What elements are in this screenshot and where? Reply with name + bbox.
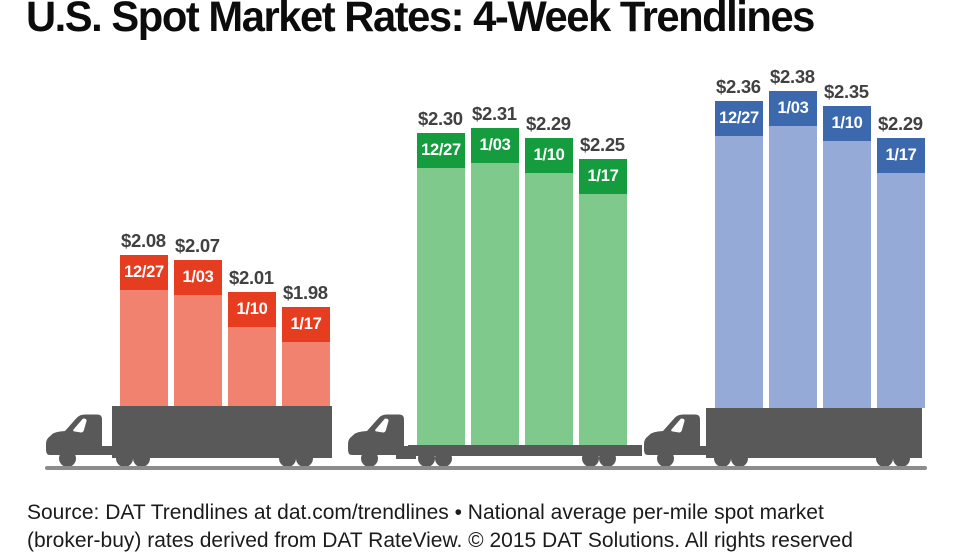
rate-bar: 1/03 [471,128,519,445]
rate-bar: 12/27 [417,133,465,445]
bar-value-label: $2.38 [770,66,815,87]
bar-value-label: $2.25 [580,134,625,155]
truck-wheel-icon [730,450,748,467]
source-note: Source: DAT Trendlines at dat.com/trendl… [27,499,853,552]
truck-wheel-icon [278,450,296,467]
box-trailer-icon [706,408,922,458]
bar-value-label: $2.08 [121,230,166,251]
truck-wheel-icon [434,450,452,467]
rate-bar: 12/27 [120,255,168,406]
bar-date-label: 1/17 [877,138,925,173]
bar-value-label: $2.29 [526,113,571,134]
rate-bar: 12/27 [715,101,763,408]
truck-wheel-icon [360,450,378,467]
rate-bar: 1/10 [228,292,276,406]
source-note-line-1: Source: DAT Trendlines at dat.com/trendl… [27,501,824,524]
flatbed-gooseneck [396,450,416,459]
bar-value-label: $2.36 [716,76,761,97]
bar-value-label: $1.98 [283,282,328,303]
source-note-line-2: (broker-buy) rates derived from DAT Rate… [27,529,853,552]
truck-wheel-icon [115,450,133,467]
chart-title: U.S. Spot Market Rates: 4-Week Trendline… [26,0,815,41]
truck-wheel-icon [417,450,435,467]
bar-date-label: 1/10 [228,292,276,327]
rate-bar: 1/03 [174,260,222,406]
bar-date-label: 12/27 [715,101,763,136]
rate-bar: 1/17 [282,307,330,406]
rate-bar: 1/03 [769,91,817,408]
bar-date-label: 12/27 [120,255,168,290]
truck-wheel-icon [656,450,674,467]
truck-wheel-icon [598,450,616,467]
bar-value-label: $2.29 [878,113,923,134]
rate-bar: 1/10 [823,106,871,408]
bar-date-label: 1/17 [282,307,330,342]
truck-wheel-icon [581,450,599,467]
truck-wheel-icon [132,450,150,467]
bar-value-label: $2.07 [175,235,220,256]
truck-wheel-icon [875,450,893,467]
bar-date-label: 12/27 [417,133,465,168]
truck-wheel-icon [713,450,731,467]
truck-wheel-icon [892,450,910,467]
bar-value-label: $2.01 [229,267,274,288]
bar-date-label: 1/17 [579,159,627,194]
rate-bar: 1/17 [579,159,627,445]
bar-date-label: 1/10 [525,138,573,173]
bar-date-label: 1/03 [769,91,817,126]
rate-bar: 1/17 [877,138,925,408]
bar-date-label: 1/10 [823,106,871,141]
rate-bar: 1/10 [525,138,573,445]
flatbed-trailer-icon [408,445,642,456]
box-trailer-icon [112,406,332,458]
bar-value-label: $2.31 [472,103,517,124]
truck-wheel-icon [58,450,76,467]
bar-date-label: 1/03 [174,260,222,295]
bar-value-label: $2.30 [418,108,463,129]
bar-date-label: 1/03 [471,128,519,163]
ground-line [45,466,927,470]
box-trailer-truck-icon [46,414,122,455]
bar-value-label: $2.35 [824,81,869,102]
truck-wheel-icon [295,450,313,467]
